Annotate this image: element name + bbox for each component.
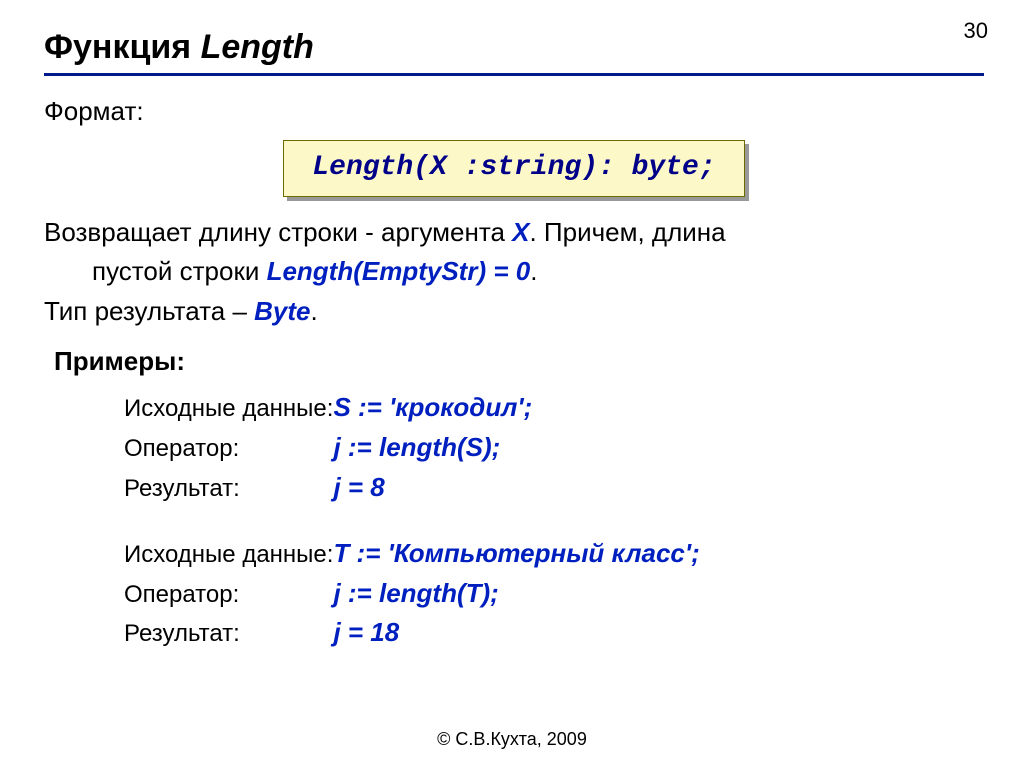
desc-2-b: . (530, 256, 537, 286)
desc-2-a: пустой строки (92, 256, 267, 286)
desc-1-b: . Причем, длина (529, 217, 725, 247)
ex2-input: T := 'Компьютерный класс'; (333, 534, 699, 574)
desc-line-2: пустой строки Length(EmptyStr) = 0. (44, 254, 984, 290)
desc-3-type: Byte (254, 296, 310, 326)
ex-label-operator: Оператор: (124, 428, 333, 468)
ex-label-input: Исходные данные: (124, 388, 333, 428)
desc-line-3: Тип результата – Byte. (44, 294, 984, 330)
desc-2-expr: Length(EmptyStr) = 0 (267, 256, 531, 286)
ex1-result: j = 8 (333, 468, 699, 508)
examples-label: Примеры: (54, 344, 984, 380)
table-row: Оператор: j := length(S); (124, 428, 700, 468)
table-gap (124, 508, 700, 534)
desc-3-b: . (311, 296, 318, 326)
ex2-result: j = 18 (333, 613, 699, 653)
title-rule (44, 73, 984, 76)
slide-footer: © С.В.Кухта, 2009 (0, 729, 1024, 750)
ex1-input: S := 'крокодил'; (333, 388, 699, 428)
page-number: 30 (964, 18, 988, 44)
ex-label-result: Результат: (124, 613, 333, 653)
ex-label-input: Исходные данные: (124, 534, 333, 574)
format-label: Формат: (44, 94, 984, 130)
signature-wrap: Length(X :string): byte; (44, 140, 984, 197)
desc-line-1: Возвращает длину строки - аргумента X. П… (44, 215, 984, 251)
signature-box: Length(X :string): byte; (283, 140, 744, 197)
examples-table: Исходные данные: S := 'крокодил'; Операт… (124, 388, 700, 653)
ex-label-result: Результат: (124, 468, 333, 508)
table-row: Исходные данные: S := 'крокодил'; (124, 388, 700, 428)
ex1-operator: j := length(S); (333, 428, 699, 468)
slide-title: Функция Length (44, 28, 984, 67)
title-function-name: Length (201, 28, 314, 66)
slide-body: Формат: Length(X :string): byte; Возвращ… (44, 94, 984, 653)
table-row: Результат: j = 18 (124, 613, 700, 653)
slide: 30 Функция Length Формат: Length(X :stri… (0, 0, 1024, 768)
table-row: Оператор: j := length(T); (124, 574, 700, 614)
ex2-operator: j := length(T); (333, 574, 699, 614)
table-row: Результат: j = 8 (124, 468, 700, 508)
table-row: Исходные данные: T := 'Компьютерный клас… (124, 534, 700, 574)
ex-label-operator: Оператор: (124, 574, 333, 614)
desc-3-a: Тип результата – (44, 296, 254, 326)
desc-1-a: Возвращает длину строки - аргумента (44, 217, 512, 247)
title-prefix: Функция (44, 28, 201, 66)
desc-1-x: X (512, 217, 529, 247)
